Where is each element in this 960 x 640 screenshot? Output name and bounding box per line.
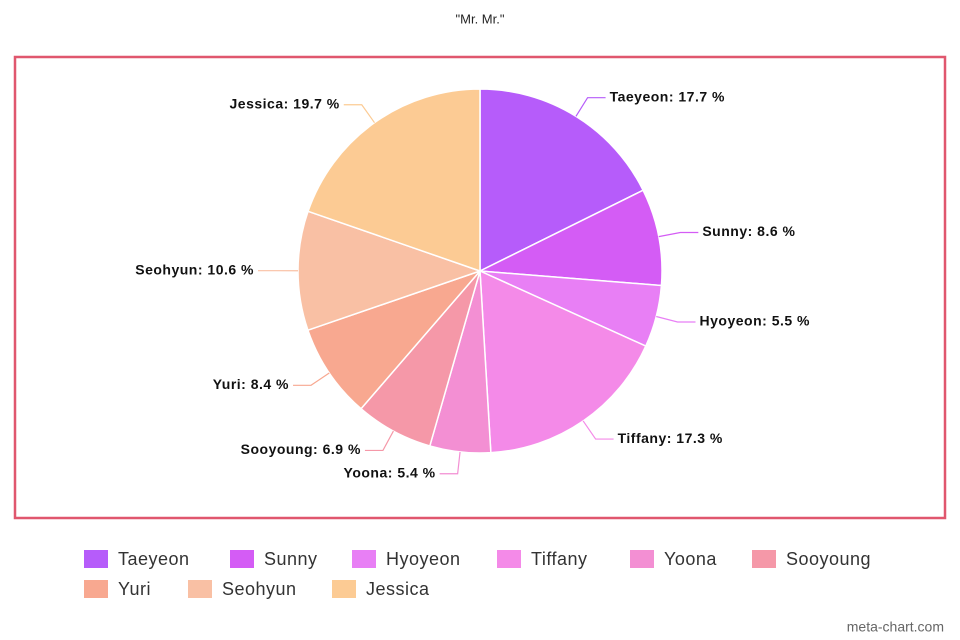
legend-label: Sunny <box>264 549 318 569</box>
data-label: Sooyoung: 6.9 % <box>241 441 361 457</box>
legend-label: Yuri <box>118 579 151 599</box>
legend-swatch <box>332 580 356 598</box>
data-label: Taeyeon: 17.7 % <box>610 88 725 104</box>
pie-slice <box>307 88 481 273</box>
credit: meta-chart.com <box>847 619 944 635</box>
data-label: Hyoyeon: 5.5 % <box>700 313 811 329</box>
legend-label: Jessica <box>366 579 430 599</box>
plot-border <box>13 55 947 520</box>
leader-line <box>364 430 394 452</box>
legend-label: Seohyun <box>222 579 297 599</box>
legend-swatch <box>497 550 521 568</box>
leader-line <box>439 451 461 475</box>
leader-line <box>293 372 330 386</box>
pie-slice <box>479 88 645 273</box>
leader-line <box>582 420 614 440</box>
pie-slice <box>297 210 483 332</box>
legend-swatch <box>230 550 254 568</box>
leader-line <box>658 231 699 238</box>
legend-swatch <box>752 550 776 568</box>
data-label: Yuri: 8.4 % <box>213 376 289 392</box>
legend-swatch <box>188 580 212 598</box>
legend-label: Tiffany <box>531 549 588 569</box>
data-label: Seohyun: 10.6 % <box>135 261 254 277</box>
legend-swatch <box>630 550 654 568</box>
data-label: Jessica: 19.7 % <box>230 95 340 111</box>
pie-slice <box>306 269 483 410</box>
legend-label: Sooyoung <box>786 549 871 569</box>
legend-label: Hyoyeon <box>386 549 461 569</box>
data-label: Sunny: 8.6 % <box>702 223 795 239</box>
leader-line <box>343 104 375 124</box>
legend-label: Yoona <box>664 549 717 569</box>
legend-swatch <box>84 550 108 568</box>
leader-line <box>656 315 696 323</box>
legend-label: Taeyeon <box>118 549 190 569</box>
legend-swatch <box>352 550 376 568</box>
chart-title: "Mr. Mr." <box>456 11 505 26</box>
leader-line <box>575 97 606 117</box>
data-label: Tiffany: 17.3 % <box>618 430 723 446</box>
legend-swatch <box>84 580 108 598</box>
pie-slice <box>477 189 663 287</box>
data-label: Yoona: 5.4 % <box>344 464 436 480</box>
